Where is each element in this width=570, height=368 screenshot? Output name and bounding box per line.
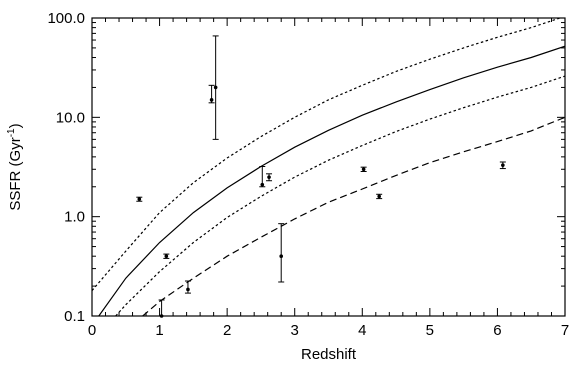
y-axis-title: SSFR (Gyr-1) <box>6 123 24 210</box>
point-marker <box>210 98 214 102</box>
model-curve-2 <box>92 16 565 290</box>
data-point-1 <box>136 197 142 201</box>
model-curve-4 <box>143 117 565 316</box>
point-marker <box>186 288 190 292</box>
model-curve-1 <box>99 46 565 316</box>
data-point-5 <box>209 85 215 102</box>
x-tick-label: 2 <box>223 322 231 339</box>
y-axis-title-main: SSFR (Gyr <box>7 137 24 210</box>
y-tick-label: 0.1 <box>64 308 85 325</box>
point-marker <box>165 254 169 258</box>
data-point-9 <box>278 224 284 282</box>
y-tick-labels: 0.1 1.0 10.0 100.0 <box>47 10 85 325</box>
x-tick-label: 4 <box>358 322 366 339</box>
plot-frame <box>92 18 565 316</box>
x-tick-label: 1 <box>155 322 163 339</box>
x-tick-label: 3 <box>291 322 299 339</box>
y-tick-label: 10.0 <box>56 109 85 126</box>
y-tick-label: 1.0 <box>64 209 85 226</box>
point-marker <box>267 175 271 179</box>
data-point-4 <box>185 281 191 293</box>
x-tick-label: 5 <box>426 322 434 339</box>
point-marker <box>279 254 283 258</box>
model-curve-3 <box>116 76 565 316</box>
point-marker <box>501 163 505 167</box>
x-axis-title: Redshift <box>301 346 357 363</box>
data-point-12 <box>500 162 506 169</box>
x-tick-label: 6 <box>493 322 501 339</box>
point-marker <box>377 195 381 199</box>
axis-ticks <box>92 18 565 316</box>
y-tick-label: 100.0 <box>47 10 85 27</box>
data-point-7 <box>259 166 265 186</box>
y-axis-title-close: ) <box>7 123 24 128</box>
point-marker <box>260 183 264 187</box>
data-point-10 <box>361 167 367 171</box>
point-marker <box>214 86 218 90</box>
point-marker <box>362 167 366 171</box>
point-marker <box>138 197 142 201</box>
data-point-8 <box>266 174 272 181</box>
x-tick-labels: 0 1 2 3 4 5 6 7 <box>88 322 569 339</box>
data-point-11 <box>376 194 382 198</box>
data-point-3 <box>163 254 169 258</box>
x-tick-label: 0 <box>88 322 96 339</box>
x-tick-label: 7 <box>561 322 569 339</box>
data-point-6 <box>213 36 219 139</box>
data-points <box>136 36 506 318</box>
model-curves <box>92 16 565 316</box>
